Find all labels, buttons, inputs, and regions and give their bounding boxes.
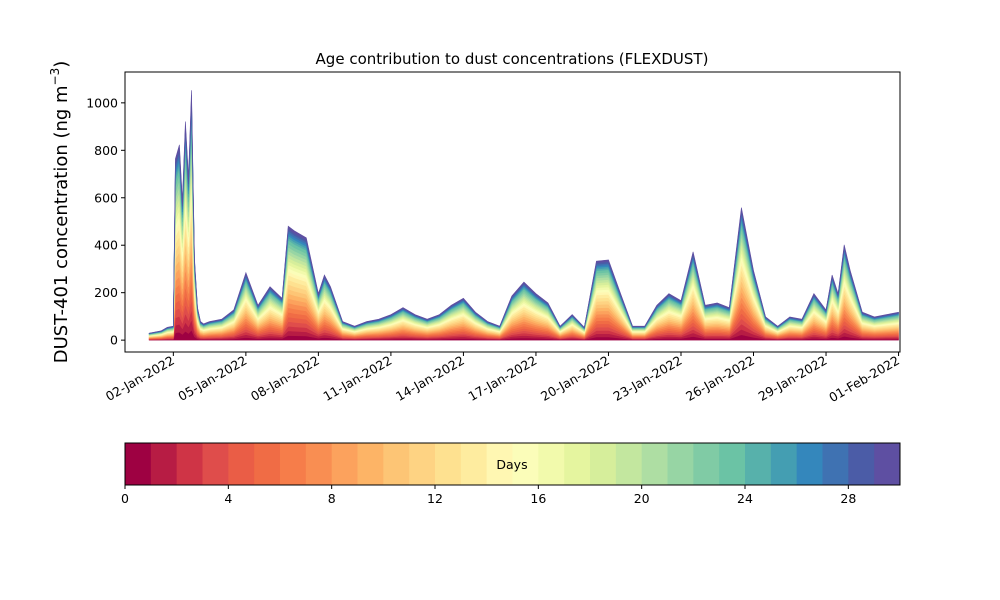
colorbar-segment-12 xyxy=(435,443,462,485)
colorbar-segment-14 xyxy=(486,443,513,485)
y-axis-label-main: DUST-401 concentration (ng m xyxy=(51,85,72,363)
y-axis: 0 200 400 600 800 1000 xyxy=(86,95,125,348)
age-band-day-29 xyxy=(148,90,899,334)
colorbar-segment-28 xyxy=(848,443,875,485)
colorbar-segment-4 xyxy=(228,443,255,485)
colorbar-segment-23 xyxy=(719,443,746,485)
colorbar-segment-2 xyxy=(176,443,203,485)
colorbar-tick-label-12: 12 xyxy=(427,491,443,506)
x-tick-label-7: 23-Jan-2022 xyxy=(611,353,685,404)
colorbar-segment-22 xyxy=(693,443,720,485)
colorbar-tick-label-0: 0 xyxy=(121,491,129,506)
colorbar-segment-18 xyxy=(590,443,617,485)
colorbar-tick-label-4: 4 xyxy=(224,491,232,506)
colorbar-segment-9 xyxy=(357,443,384,485)
colorbar-segment-16 xyxy=(538,443,565,485)
x-tick-label-10: 01-Feb-2022 xyxy=(826,353,902,405)
colorbar-segment-20 xyxy=(641,443,668,485)
colorbar-segment-11 xyxy=(409,443,436,485)
y-axis-label: DUST-401 concentration (ng m−3) xyxy=(48,61,72,364)
colorbar-segment-6 xyxy=(280,443,307,485)
plot-area xyxy=(124,71,901,353)
y-tick-label-1000: 1000 xyxy=(86,95,118,110)
colorbar-segment-15 xyxy=(512,443,539,485)
colorbar-tick-label-28: 28 xyxy=(840,491,856,506)
chart-title: Age contribution to dust concentrations … xyxy=(316,50,709,68)
x-axis: 02-Jan-202205-Jan-202208-Jan-202211-Jan-… xyxy=(103,352,902,405)
colorbar-segment-21 xyxy=(667,443,694,485)
colorbar-segment-13 xyxy=(460,443,488,485)
y-tick-label-200: 200 xyxy=(94,285,118,300)
x-tick-label-4: 14-Jan-2022 xyxy=(393,353,467,404)
x-tick-label-0: 02-Jan-2022 xyxy=(103,353,177,404)
colorbar-segment-7 xyxy=(305,443,333,485)
colorbar-tick-label-20: 20 xyxy=(634,491,650,506)
x-tick-label-9: 29-Jan-2022 xyxy=(756,353,830,404)
plot-frame xyxy=(124,71,901,353)
colorbar-ticks: 0 4 8 12 16 20 24 28 xyxy=(121,485,856,506)
colorbar-segment-26 xyxy=(796,443,823,485)
colorbar-tick-label-8: 8 xyxy=(328,491,336,506)
colorbar-segment-29 xyxy=(874,443,901,485)
colorbar-segment-27 xyxy=(822,443,849,485)
colorbar-segment-19 xyxy=(615,443,643,485)
colorbar-segment-1 xyxy=(150,443,178,485)
y-axis-label-superscript: −3 xyxy=(48,68,62,86)
x-tick-label-2: 08-Jan-2022 xyxy=(248,353,322,404)
colorbar-segment-24 xyxy=(745,443,772,485)
x-tick-label-1: 05-Jan-2022 xyxy=(175,353,249,404)
colorbar-segment-5 xyxy=(254,443,281,485)
colorbar-tick-label-24: 24 xyxy=(737,491,753,506)
x-tick-label-6: 20-Jan-2022 xyxy=(538,353,612,404)
colorbar-segment-3 xyxy=(202,443,229,485)
y-tick-label-800: 800 xyxy=(94,143,118,158)
colorbar-tick-label-16: 16 xyxy=(530,491,546,506)
colorbar-segment-25 xyxy=(770,443,798,485)
colorbar-segment-17 xyxy=(564,443,591,485)
colorbar xyxy=(124,442,901,486)
colorbar-frame xyxy=(124,442,901,486)
colorbar-segment-8 xyxy=(331,443,358,485)
x-tick-label-3: 11-Jan-2022 xyxy=(320,353,394,404)
x-tick-label-8: 26-Jan-2022 xyxy=(683,353,757,404)
colorbar-segment-0 xyxy=(125,443,152,485)
y-tick-label-400: 400 xyxy=(94,238,118,253)
x-tick-label-5: 17-Jan-2022 xyxy=(466,353,540,404)
colorbar-label: Days xyxy=(496,457,527,472)
y-axis-label-close: ) xyxy=(51,61,72,68)
colorbar-segment-10 xyxy=(383,443,410,485)
y-tick-label-600: 600 xyxy=(94,190,118,205)
y-tick-label-0: 0 xyxy=(110,333,118,348)
